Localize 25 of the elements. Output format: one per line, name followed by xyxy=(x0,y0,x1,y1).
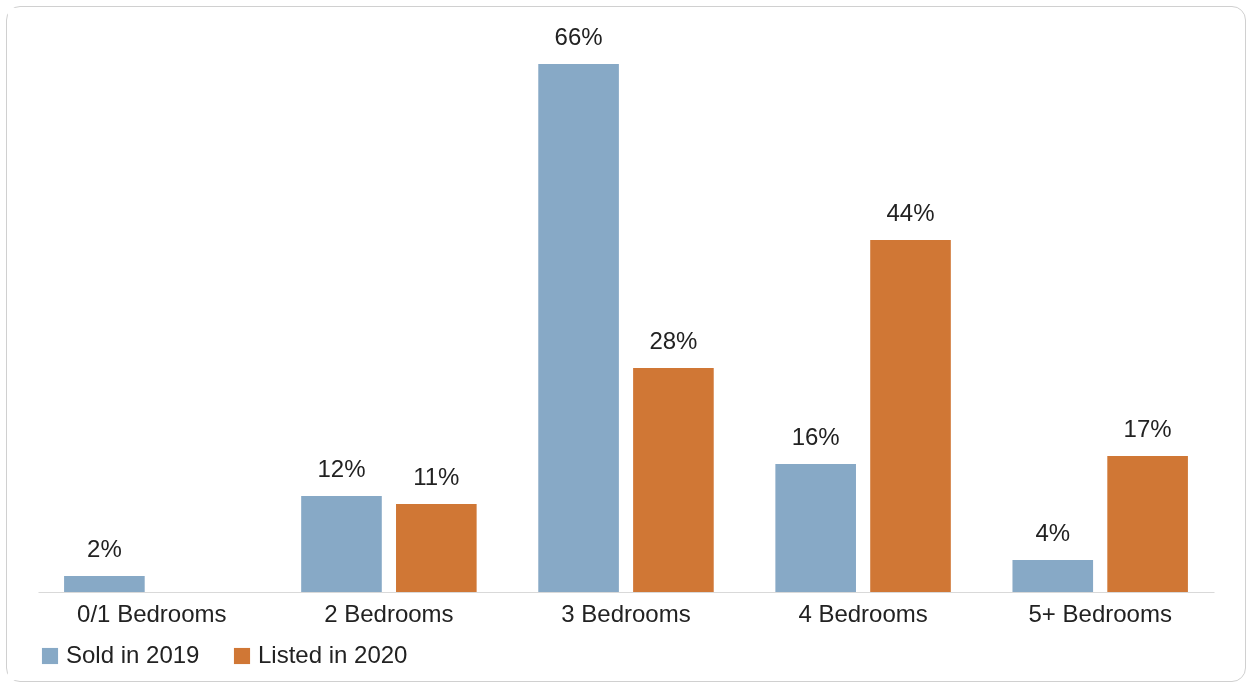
data-label: 11% xyxy=(413,463,460,490)
x-tick-label: 3 Bedrooms xyxy=(561,599,691,627)
data-label: 66% xyxy=(554,23,603,50)
x-tick-label: 2 Bedrooms xyxy=(324,599,454,627)
data-label: 4% xyxy=(1035,519,1071,546)
legend-label: Sold in 2019 xyxy=(66,641,200,668)
data-label: 16% xyxy=(791,423,840,450)
bar xyxy=(64,576,145,592)
bar xyxy=(870,240,951,592)
data-label: 44% xyxy=(886,199,935,226)
bar xyxy=(775,464,856,592)
bar xyxy=(1012,560,1094,592)
x-tick-label: 0/1 Bedrooms xyxy=(77,599,227,627)
data-label: 2% xyxy=(87,535,122,562)
data-label: 12% xyxy=(317,455,366,482)
legend-label: Listed in 2020 xyxy=(258,641,408,668)
data-label: 17% xyxy=(1123,415,1172,442)
bar xyxy=(301,496,382,592)
bar xyxy=(633,368,714,592)
bar xyxy=(1107,456,1188,592)
bar xyxy=(538,64,619,592)
x-tick-label: 4 Bedrooms xyxy=(798,599,928,627)
bar xyxy=(396,504,477,592)
x-tick-label: 5+ Bedrooms xyxy=(1028,599,1172,627)
data-label: 28% xyxy=(649,327,698,354)
